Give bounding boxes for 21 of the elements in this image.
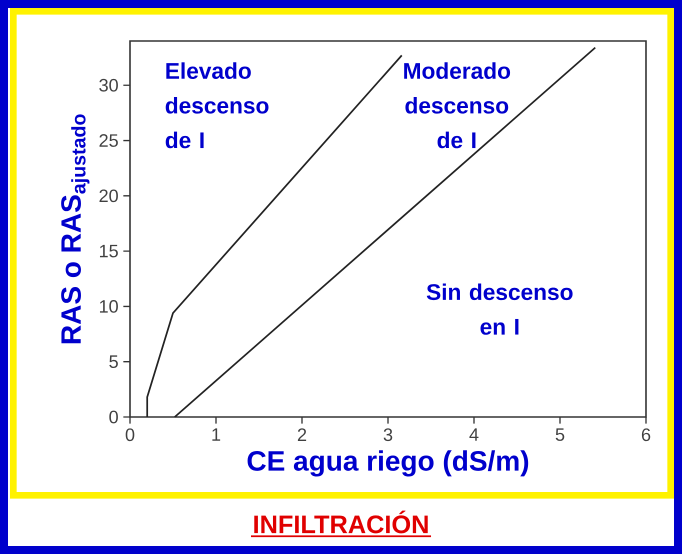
x-tick-label: 4 xyxy=(469,428,478,441)
x-tick-label: 5 xyxy=(556,428,564,441)
x-tick-label: 2 xyxy=(298,428,306,441)
y-tick-label: 25 xyxy=(100,134,118,147)
text: INFILTRACIÓN xyxy=(254,510,428,534)
y-axis-title: RAS o RAS$_{ajustado}$ xyxy=(61,114,90,344)
y-tick-label: 20 xyxy=(100,189,118,202)
x-tick-label: 1 xyxy=(212,428,220,441)
x-tick-label: 0 xyxy=(126,428,134,442)
y-tick-label: 0 xyxy=(109,410,118,424)
y-tick-label: 30 xyxy=(99,78,118,92)
annotation: Sin descenso en I xyxy=(426,283,573,335)
x-tick-label: 3 xyxy=(384,428,392,442)
y-tick-label: 10 xyxy=(100,300,118,313)
annotation: Elevado descenso de I xyxy=(166,62,268,148)
annotation: Moderado descenso de I xyxy=(404,62,510,148)
x-tick-label: 6 xyxy=(642,428,650,442)
y-tick-label: 5 xyxy=(109,355,118,368)
x-axis-title: CE agua riego (dS/m) xyxy=(248,450,528,477)
y-tick-label: 15 xyxy=(100,244,118,258)
line-series xyxy=(146,54,403,418)
